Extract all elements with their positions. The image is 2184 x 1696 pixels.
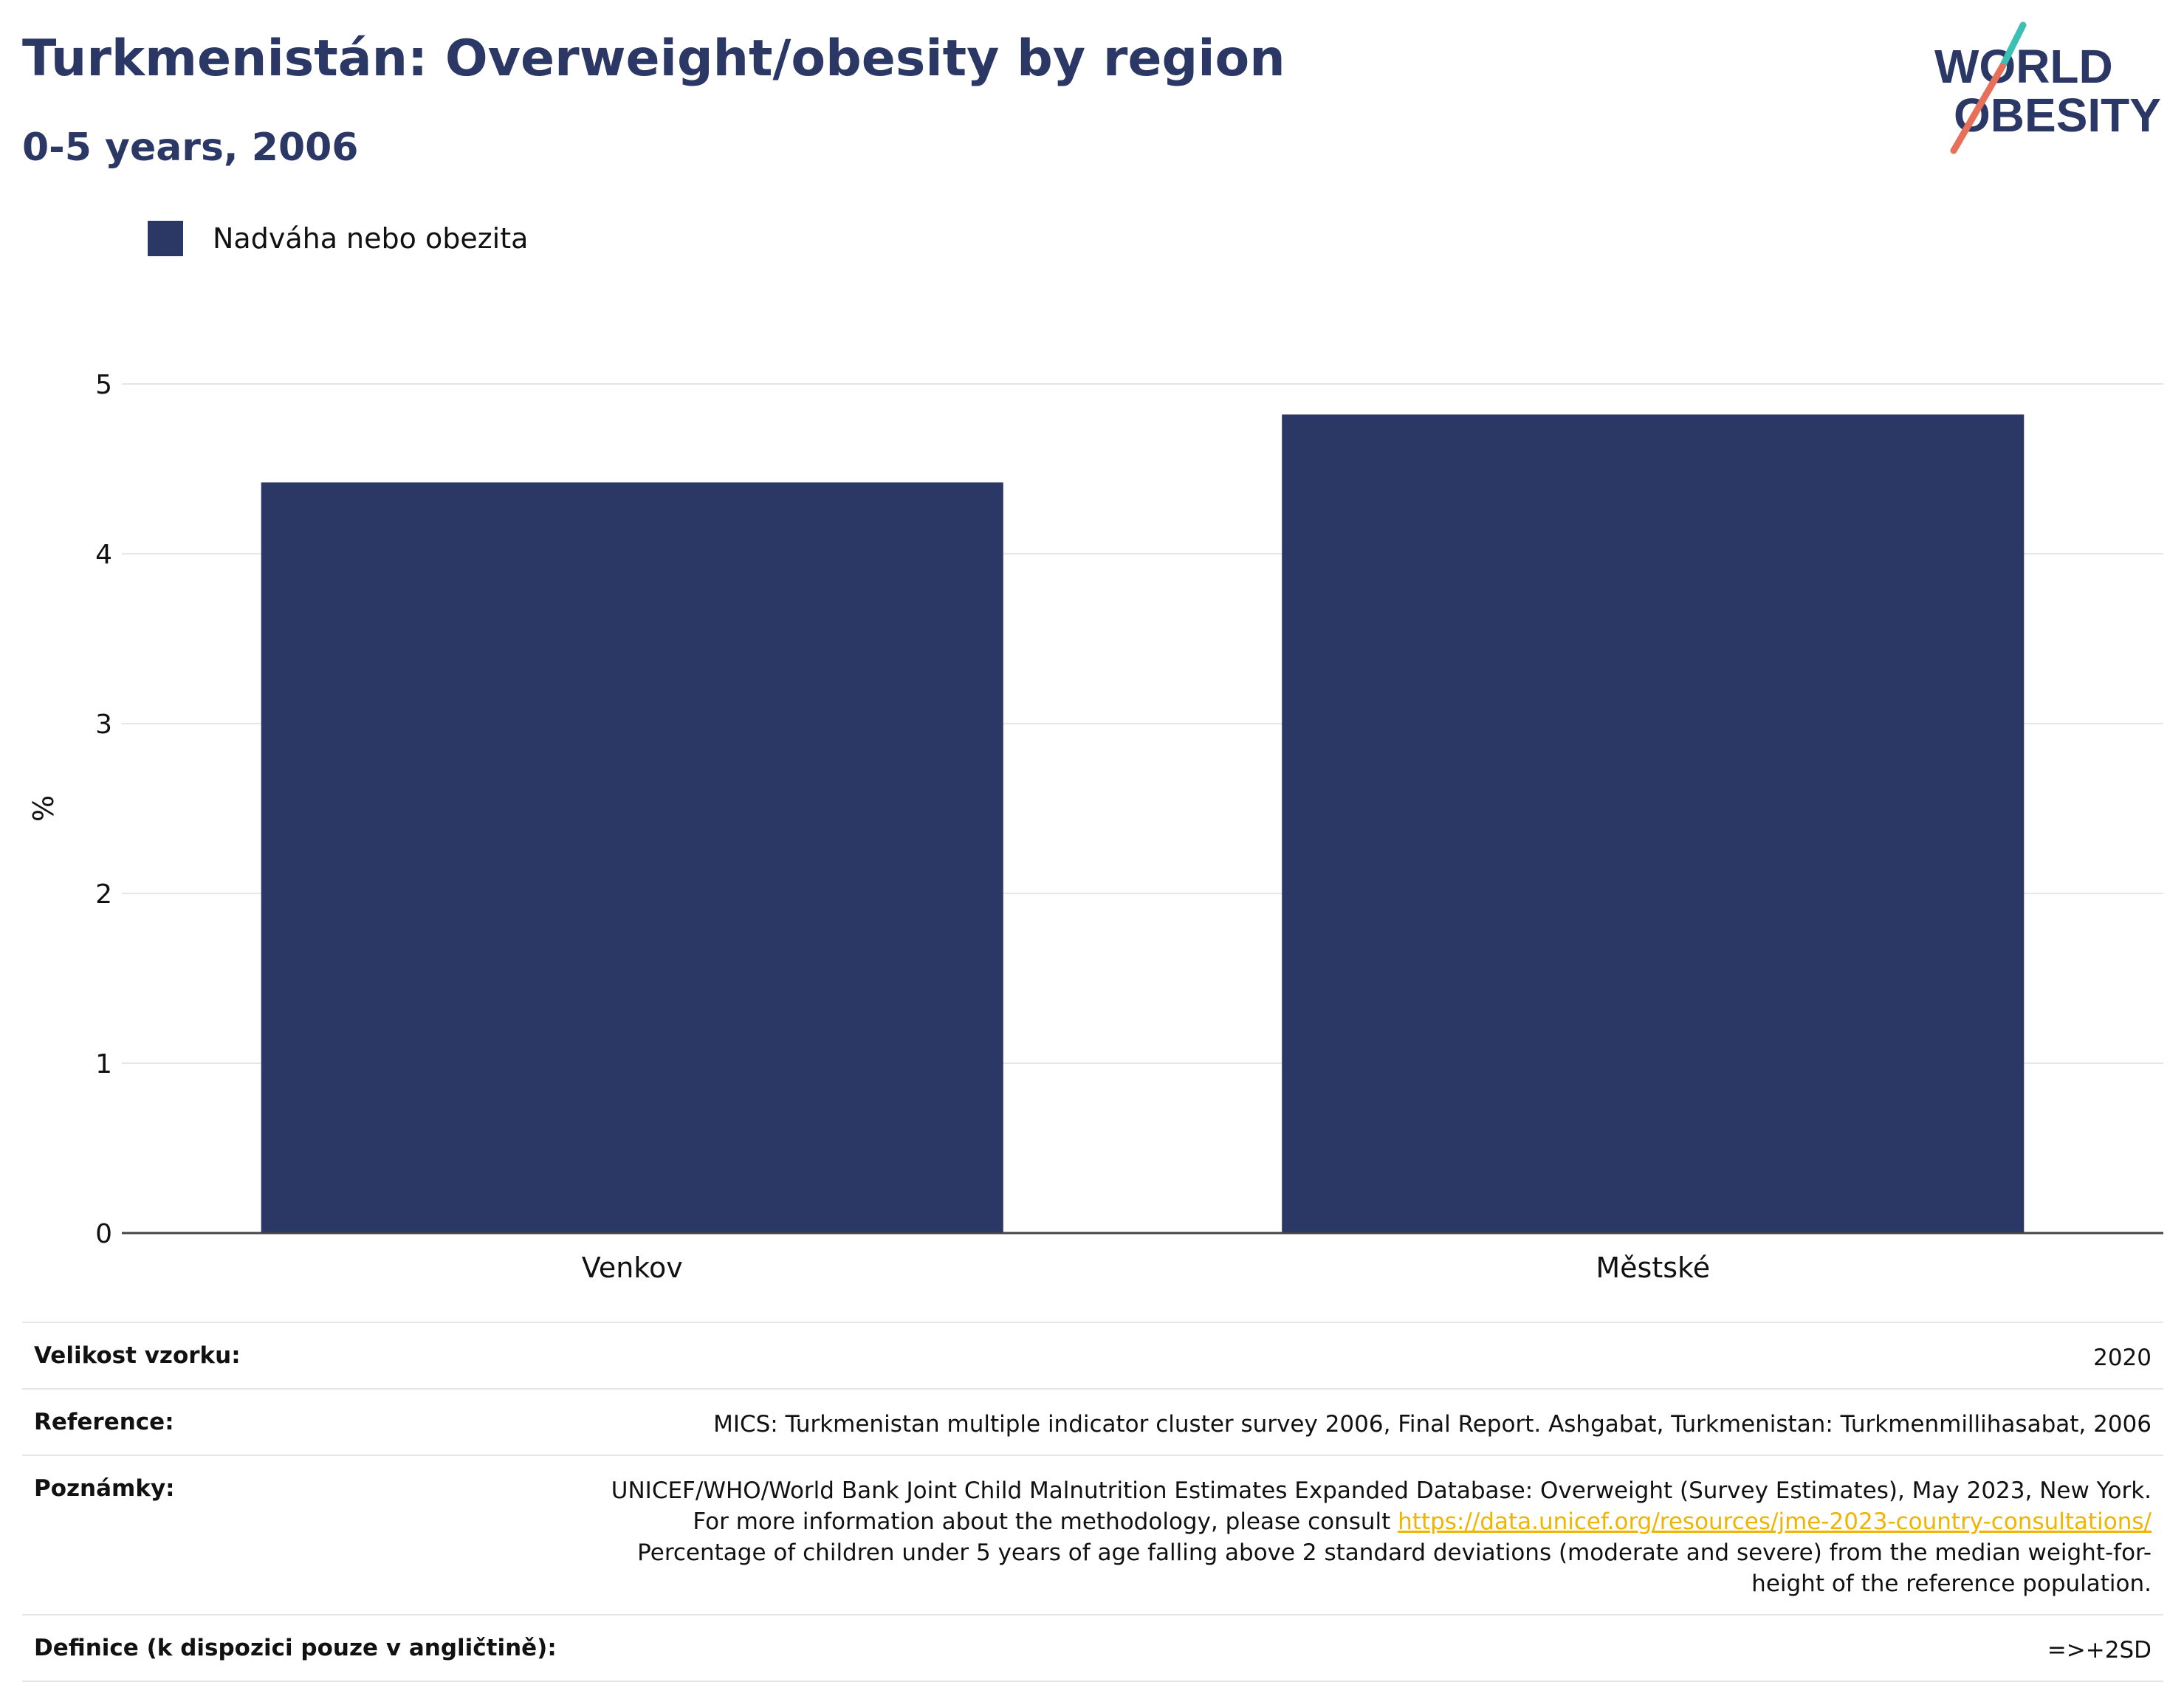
logo-text-world: WORLD — [1934, 40, 2113, 93]
info-row-sample-size: Velikost vzorku: 2020 — [22, 1322, 2163, 1388]
chart-title: Turkmenistán: Overweight/obesity by regi… — [22, 30, 1285, 88]
x-tick-label: Venkov — [582, 1252, 683, 1284]
sample-size-value: 2020 — [2093, 1345, 2152, 1371]
y-tick-label: 3 — [95, 710, 112, 740]
y-tick-label: 4 — [95, 540, 112, 570]
bar — [1282, 414, 2025, 1233]
reference-label: Reference: — [34, 1409, 174, 1435]
logo-slash-coral — [1950, 63, 2006, 154]
y-tick-label: 0 — [95, 1219, 112, 1249]
chart-subtitle: 0-5 years, 2006 — [22, 126, 359, 170]
bar-chart: 0 1 2 3 4 5% Venkov Městské — [27, 370, 2163, 1284]
sample-size-label: Velikost vzorku: — [34, 1342, 241, 1369]
definition-value: =>+2SD — [2047, 1637, 2152, 1664]
info-table: Velikost vzorku: 2020 Reference: MICS: T… — [22, 1322, 2163, 1682]
info-row-definition: Definice (k dispozici pouze v angličtině… — [22, 1614, 2163, 1682]
notes-label: Poznámky: — [34, 1475, 175, 1502]
x-tick-label: Městské — [1596, 1252, 1710, 1284]
notes-link[interactable]: https://data.unicef.org/resources/jme-20… — [1398, 1508, 2152, 1535]
bar — [261, 482, 1003, 1233]
legend-label: Nadváha nebo obezita — [213, 222, 529, 255]
y-tick-label: 2 — [95, 879, 112, 910]
logo-slash-teal — [1999, 21, 2027, 70]
info-row-notes: Poznámky: UNICEF/WHO/World Bank Joint Ch… — [22, 1455, 2163, 1614]
definition-label: Definice (k dispozici pouze v angličtině… — [34, 1635, 557, 1661]
info-row-reference: Reference: MICS: Turkmenistan multiple i… — [22, 1388, 2163, 1455]
reference-value: MICS: Turkmenistan multiple indicator cl… — [713, 1411, 2152, 1438]
notes-text-before: UNICEF/WHO/World Bank Joint Child Malnut… — [611, 1477, 2152, 1535]
y-tick-label: 1 — [95, 1049, 112, 1079]
legend[interactable]: Nadváha nebo obezita — [148, 218, 528, 259]
world-obesity-logo: WORLD OBESITY — [1934, 21, 2161, 154]
y-axis-title: % — [27, 795, 60, 822]
notes-text-after: Percentage of children under 5 years of … — [637, 1539, 2152, 1597]
legend-swatch — [148, 221, 183, 256]
notes-value: UNICEF/WHO/World Bank Joint Child Malnut… — [586, 1475, 2152, 1599]
y-tick-label: 5 — [95, 370, 112, 400]
